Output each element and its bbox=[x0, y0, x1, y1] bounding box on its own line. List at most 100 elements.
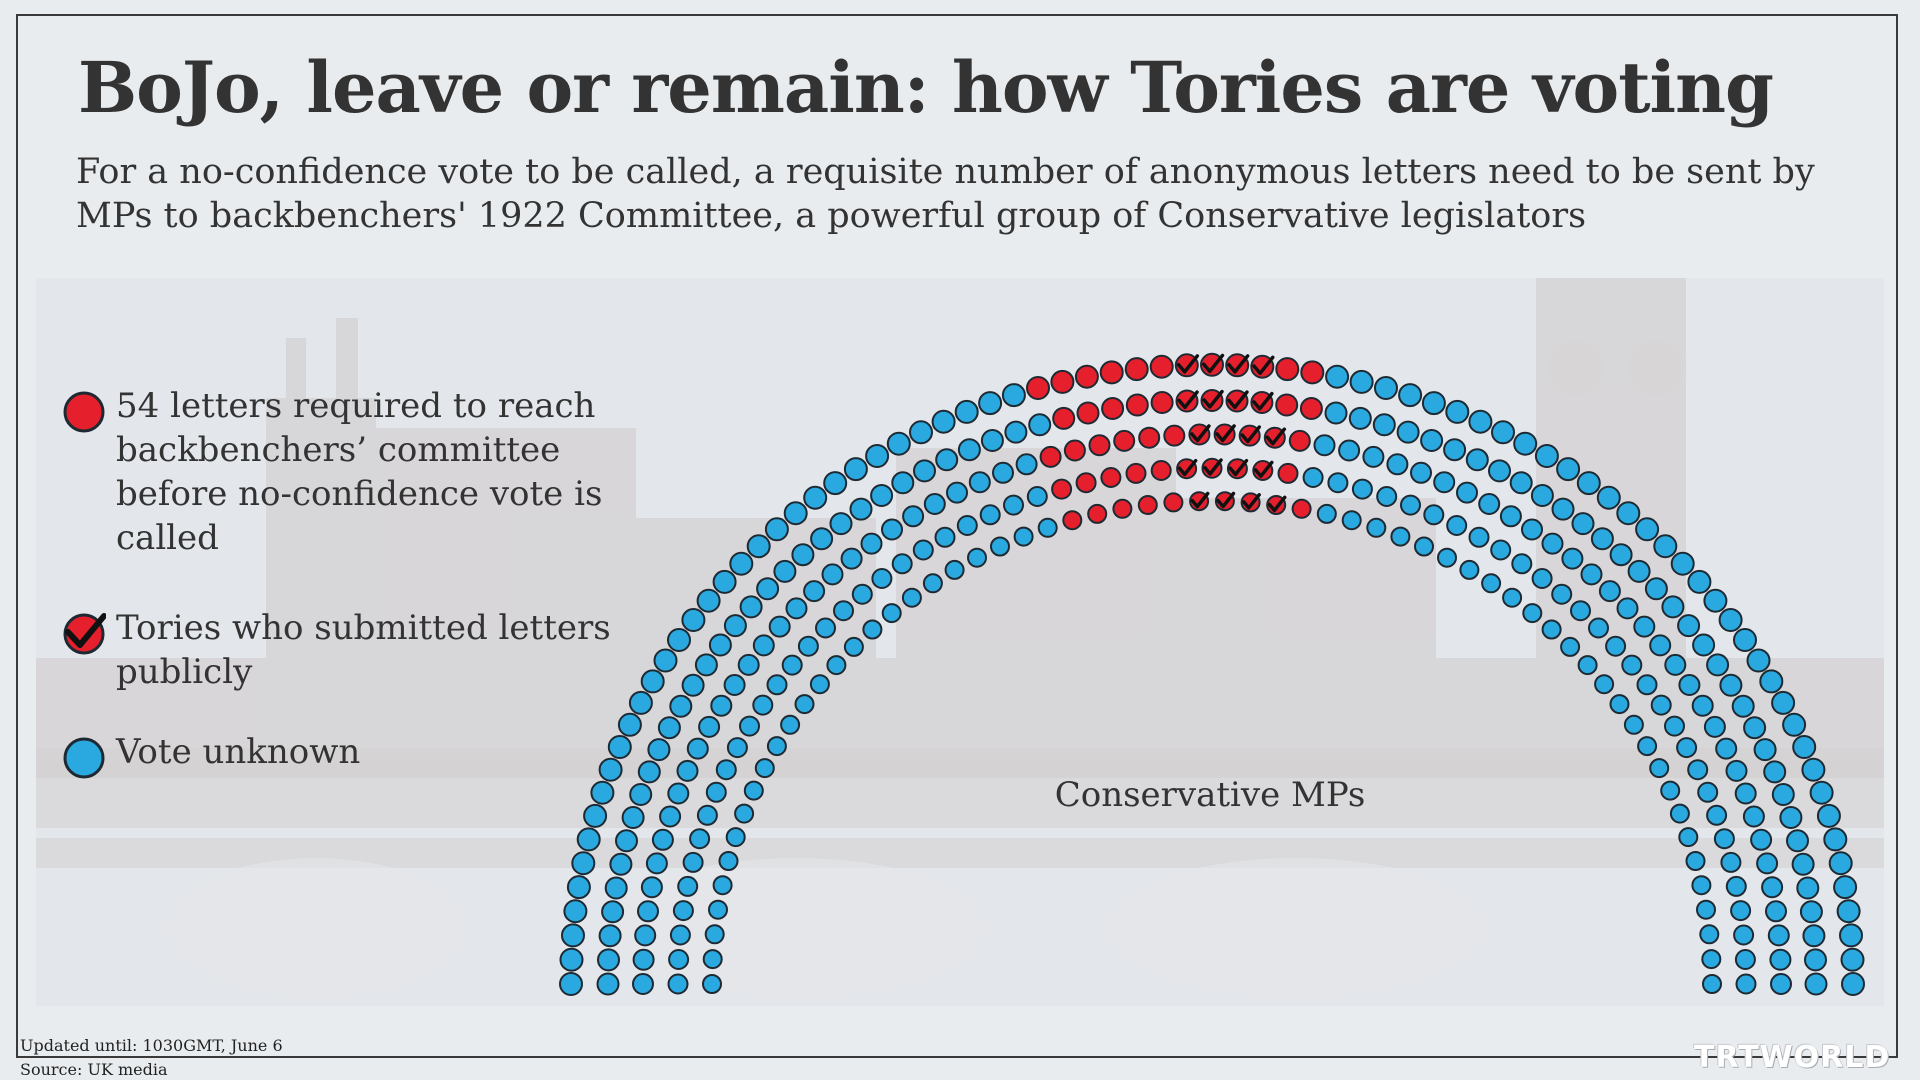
seat-public-letter bbox=[1263, 426, 1287, 449]
seat-vote-unknown bbox=[667, 628, 691, 652]
seat-vote-unknown bbox=[1534, 444, 1559, 468]
seat-vote-unknown bbox=[1706, 653, 1730, 677]
seat-vote-unknown bbox=[1502, 587, 1523, 608]
seat-vote-unknown bbox=[563, 899, 588, 924]
seat-vote-unknown bbox=[1733, 628, 1757, 652]
seat-vote-unknown bbox=[1481, 573, 1502, 594]
seat-vote-unknown bbox=[1653, 534, 1678, 559]
seat-vote-unknown bbox=[696, 804, 718, 826]
seat-vote-unknown bbox=[1376, 486, 1398, 507]
seat-vote-unknown bbox=[1374, 376, 1398, 400]
seat-vote-unknown bbox=[681, 673, 705, 697]
seat-vote-unknown bbox=[1676, 737, 1698, 759]
seat-public-letter bbox=[1175, 389, 1199, 413]
seat-vote-unknown bbox=[1302, 467, 1324, 488]
seat-vote-unknown bbox=[702, 974, 722, 994]
seat-vote-unknown bbox=[1561, 547, 1584, 570]
seat-vote-unknown bbox=[764, 517, 789, 542]
seat-vote-unknown bbox=[597, 948, 620, 972]
seat-vote-unknown bbox=[669, 694, 693, 718]
seat-vote-unknown bbox=[1836, 899, 1861, 924]
red-dot-icon bbox=[63, 391, 105, 433]
seat-vote-unknown bbox=[1478, 493, 1501, 515]
seat-vote-unknown bbox=[1692, 633, 1716, 657]
seat-vote-unknown bbox=[992, 461, 1014, 484]
seat-vote-unknown bbox=[1650, 694, 1672, 716]
seat-vote-unknown bbox=[598, 924, 622, 948]
seat-vote-unknown bbox=[1691, 875, 1712, 896]
seat-vote-unknown bbox=[794, 694, 815, 715]
seat-vote-unknown bbox=[629, 783, 653, 806]
seat-vote-unknown bbox=[891, 471, 915, 495]
seat-vote-unknown bbox=[712, 569, 737, 594]
seat-vote-unknown bbox=[780, 714, 801, 735]
seat-vote-unknown bbox=[669, 924, 691, 946]
seat-vote-unknown bbox=[677, 875, 699, 897]
seat-vote-unknown bbox=[1013, 526, 1034, 547]
seat-letter-required bbox=[1051, 478, 1073, 500]
seat-vote-unknown bbox=[632, 973, 654, 995]
brand-logo: TRTWORLD bbox=[1694, 1040, 1891, 1075]
seat-vote-unknown bbox=[881, 518, 903, 541]
seat-vote-unknown bbox=[1833, 875, 1858, 900]
seat-vote-unknown bbox=[676, 759, 699, 782]
seat-vote-unknown bbox=[1713, 828, 1735, 850]
seat-vote-unknown bbox=[1685, 851, 1706, 871]
seat-vote-unknown bbox=[978, 391, 1003, 416]
seat-vote-unknown bbox=[865, 444, 890, 468]
seat-vote-unknown bbox=[729, 551, 754, 576]
seat-vote-unknown bbox=[1530, 484, 1554, 507]
seat-vote-unknown bbox=[1386, 453, 1409, 476]
seat-vote-unknown bbox=[1703, 588, 1728, 613]
seat-public-letter bbox=[1225, 353, 1250, 378]
seat-letter-required bbox=[1124, 357, 1149, 382]
seat-vote-unknown bbox=[689, 828, 711, 850]
seat-vote-unknown bbox=[1796, 876, 1820, 900]
seat-vote-unknown bbox=[1459, 559, 1480, 580]
seat-vote-unknown bbox=[1697, 781, 1719, 803]
seat-letter-required bbox=[1299, 397, 1323, 420]
seat-vote-unknown bbox=[1664, 715, 1685, 737]
seat-vote-unknown bbox=[1669, 803, 1690, 824]
seat-vote-unknown bbox=[1616, 501, 1641, 526]
seat-vote-unknown bbox=[1598, 580, 1621, 603]
seat-vote-unknown bbox=[607, 735, 632, 759]
seat-vote-unknown bbox=[967, 547, 987, 568]
seat-vote-unknown bbox=[1325, 364, 1350, 389]
seat-vote-unknown bbox=[1649, 634, 1672, 657]
seat-vote-unknown bbox=[598, 757, 623, 782]
seat-vote-unknown bbox=[1840, 947, 1865, 972]
seat-vote-unknown bbox=[909, 420, 933, 445]
seat-vote-unknown bbox=[1490, 539, 1512, 561]
seat-vote-unknown bbox=[773, 559, 797, 583]
seat-vote-unknown bbox=[923, 493, 946, 515]
source-note: Source: UK media bbox=[20, 1060, 168, 1079]
seat-vote-unknown bbox=[1746, 648, 1771, 673]
seat-vote-unknown bbox=[1605, 635, 1627, 657]
seat-vote-unknown bbox=[1828, 851, 1853, 876]
seat-public-letter bbox=[1200, 389, 1224, 412]
seat-vote-unknown bbox=[712, 875, 733, 896]
seat-vote-unknown bbox=[590, 780, 615, 805]
seat-vote-unknown bbox=[1791, 852, 1815, 876]
seat-vote-unknown bbox=[1839, 923, 1863, 948]
seat-letter-required bbox=[1125, 462, 1147, 484]
seat-vote-unknown bbox=[659, 805, 682, 828]
seat-vote-unknown bbox=[621, 806, 645, 829]
seat-vote-unknown bbox=[1678, 674, 1701, 696]
seat-vote-unknown bbox=[1771, 690, 1796, 715]
seat-vote-unknown bbox=[1703, 715, 1726, 738]
seat-vote-unknown bbox=[1571, 512, 1595, 536]
seat-vote-unknown bbox=[829, 512, 853, 536]
seat-letter-required bbox=[1163, 424, 1186, 447]
seat-letter-required bbox=[1039, 445, 1062, 468]
seat-vote-unknown bbox=[1390, 526, 1411, 547]
seat-vote-unknown bbox=[737, 653, 760, 676]
seat-vote-unknown bbox=[1588, 617, 1609, 639]
seat-vote-unknown bbox=[640, 669, 665, 694]
seat-letter-required bbox=[1062, 510, 1083, 531]
seat-vote-unknown bbox=[1609, 543, 1633, 567]
seat-vote-unknown bbox=[1338, 439, 1361, 462]
seat-vote-unknown bbox=[849, 497, 873, 521]
seat-vote-unknown bbox=[1443, 438, 1467, 462]
